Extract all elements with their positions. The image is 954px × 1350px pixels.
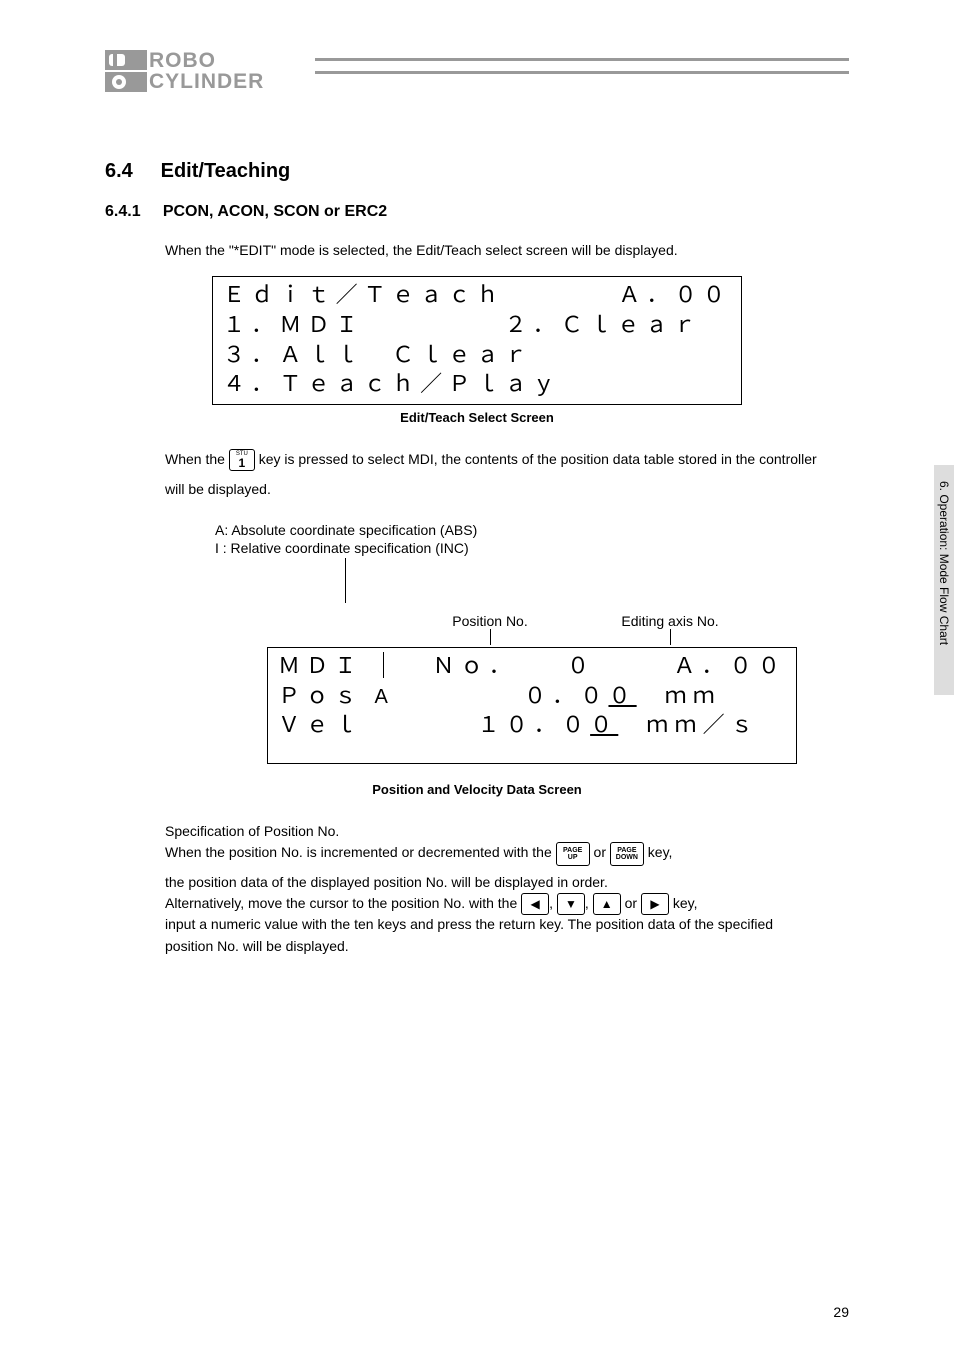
section-title: Edit/Teaching [161,160,291,182]
lcd1-line4: ４．Ｔｅａｃｈ／Ｐｌａｙ [223,370,731,400]
header: ROBO CYLINDER [105,50,849,74]
lcd2-caption: Position and Velocity Data Screen [105,782,849,797]
subsection-number: 6.4.1 [105,203,141,220]
spec-abs: A: Absolute coordinate specification (AB… [215,522,849,538]
para3-a: Alternatively, move the cursor to the po… [165,895,521,911]
lcd2-line3: Ｖｅｌ１０．００ｍｍ／ｓ [278,711,786,741]
key-arrow-left: ◀ [521,893,549,915]
tick-row [395,629,849,647]
lcd2-line2: ＰｏｓA ０．００ｍｍ [278,682,786,712]
para2-c: key, [648,844,673,860]
paragraph-1: When the STU1 key is pressed to select M… [165,445,819,504]
label-axis-no: Editing axis No. [585,613,755,629]
key-page-down: PAGEDOWN [610,842,644,866]
logo-text-2: CYLINDER [149,71,264,92]
main-content: 6.4 Edit/Teaching 6.4.1 PCON, ACON, SCON… [105,160,849,957]
lcd1-line3: ３．Ａｌｌ Ｃｌｅａｒ [223,341,731,371]
key-arrow-down: ▼ [557,893,585,915]
lcd-screen-1: Ｅｄｉｔ／ＴｅａｃｈＡ．００ １．ＭＤＩ ２．Ｃｌｅａｒ ３．Ａｌｌ Ｃｌｅａｒ… [212,276,742,405]
header-rule-bottom [315,71,849,74]
logo-text-1: ROBO [149,50,264,71]
side-tab-text: 6. Operation: Mode Flow Chart [937,481,951,681]
lcd1-line2: １．ＭＤＩ ２．Ｃｌｅａｒ [223,311,731,341]
key-page-up: PAGEUP [556,842,590,866]
para3-c: key, [673,895,698,911]
para2-or: or [594,844,610,860]
page-number: 29 [833,1304,849,1320]
para3-or: or [625,895,641,911]
label-row: Position No. Editing axis No. [395,613,849,629]
para1-a: When the [165,451,229,467]
subsection-title: PCON, ACON, SCON or ERC2 [163,203,387,220]
section-heading: 6.4 Edit/Teaching [105,160,849,183]
lcd1-line1: Ｅｄｉｔ／ＴｅａｃｈＡ．００ [223,281,731,311]
lcd2-line1: ＭＤＩＮｏ．０Ａ．００ [278,652,786,682]
diagram: A: Absolute coordinate specification (AB… [215,522,849,764]
tick-2 [670,629,671,645]
para2-d: the position data of the displayed posit… [165,874,608,890]
paragraph-4: input a numeric value with the ten keys … [165,913,819,958]
label-position-no: Position No. [395,613,585,629]
mdi-separator [383,652,384,678]
key-arrow-right: ▶ [641,893,669,915]
section-number: 6.4 [105,160,133,182]
para1-b: key is pressed to select MDI, the conten… [165,451,817,496]
key-1: STU1 [229,449,255,471]
header-rule-top [315,58,849,61]
para2-a: When the position No. is incremented or … [165,844,556,860]
lcd-screen-2: ＭＤＩＮｏ．０Ａ．００ ＰｏｓA ０．００ｍｍ Ｖｅｌ１０．００ｍｍ／ｓ [267,647,797,764]
side-tab: 6. Operation: Mode Flow Chart [934,465,954,695]
tick-1 [490,629,491,645]
lcd1-caption: Edit/Teach Select Screen [105,410,849,425]
spec-inc: I : Relative coordinate specification (I… [215,540,849,556]
logo-icon [105,50,147,92]
subsection-heading: 6.4.1 PCON, ACON, SCON or ERC2 [105,203,849,221]
key-arrow-up: ▲ [593,893,621,915]
intro-text: When the "*EDIT" mode is selected, the E… [165,239,849,261]
connector-line [345,558,849,603]
